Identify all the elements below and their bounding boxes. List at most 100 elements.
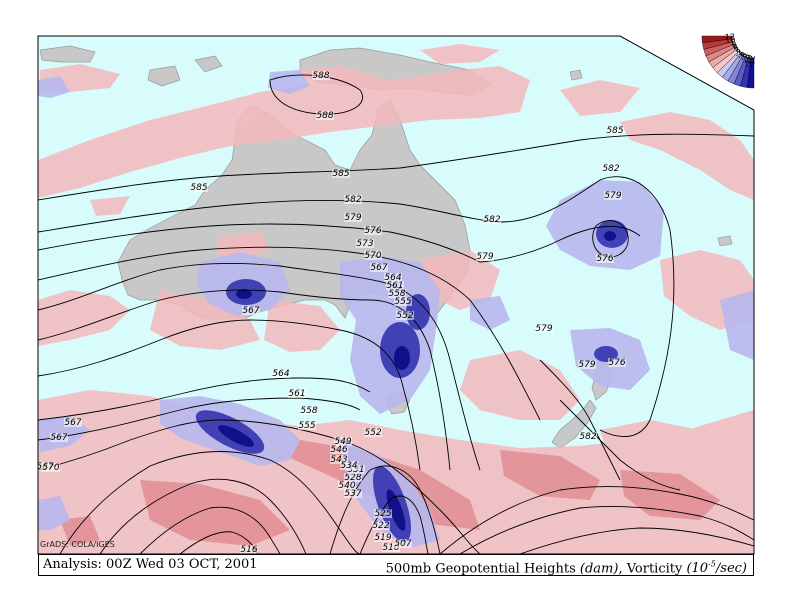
contour-label-bg xyxy=(388,289,406,298)
colorbar-label: 10 xyxy=(724,35,736,46)
contour-label: 546 xyxy=(330,445,347,455)
contour-label-bg xyxy=(384,273,402,282)
contour-label: 567 xyxy=(64,418,81,428)
contour-label: 570 xyxy=(42,463,59,473)
contour-label: 534 xyxy=(340,461,357,471)
contour-label: 579 xyxy=(604,191,621,201)
contour-label-bg xyxy=(344,489,362,498)
contour-label: 588 xyxy=(312,71,329,81)
contour-label-bg xyxy=(602,164,620,173)
contour-label: 564 xyxy=(272,369,289,379)
contour-label-bg xyxy=(372,521,390,530)
contour-labels: 5885885855855855825825825795795795795795… xyxy=(38,71,626,554)
contour-label-bg xyxy=(312,71,330,80)
contour-label-bg xyxy=(272,369,290,378)
field-unit: (dam) xyxy=(579,561,619,577)
contour-label-bg xyxy=(394,539,412,548)
contour-label-bg xyxy=(316,111,334,120)
colorbar-label: -4 xyxy=(735,49,747,61)
colorbar-label: -2 xyxy=(732,47,744,59)
contour-label-bg xyxy=(298,421,316,430)
contour-label-bg xyxy=(330,445,348,454)
contour-label-bg xyxy=(240,545,258,554)
contour-label: 552 xyxy=(396,311,413,321)
contour-label: 510 xyxy=(382,543,399,553)
grads-credit: GrADS: COLA/IGES xyxy=(40,540,115,549)
contour-label-bg xyxy=(334,437,352,446)
contour-label: 558 xyxy=(300,406,317,416)
contour-label: 579 xyxy=(344,213,361,223)
contour-label: 588 xyxy=(316,111,333,121)
colorbar-label: 12 xyxy=(725,32,736,42)
contour-label: 528 xyxy=(344,473,361,483)
indonesia-island-2 xyxy=(147,65,181,87)
negative-vorticity-core xyxy=(218,231,616,531)
island-east xyxy=(717,235,733,247)
contour-label: 567 xyxy=(370,263,387,273)
contour-label-bg xyxy=(386,281,404,290)
indonesia-island-3 xyxy=(194,55,223,73)
contour-label: 537 xyxy=(344,489,361,499)
contour-label: 507 xyxy=(394,539,411,549)
colorbar-label: -6 xyxy=(738,51,750,62)
contour-label-bg xyxy=(364,226,382,235)
contour-label-bg xyxy=(535,324,553,333)
contour-label: 549 xyxy=(334,437,351,447)
contour-label-bg xyxy=(190,183,208,192)
map-frame xyxy=(37,35,755,555)
vorticity-unit: (10-5/sec) xyxy=(686,560,747,577)
colorbar-label: 2 xyxy=(733,45,743,55)
contour-label-bg xyxy=(606,126,624,135)
contour-label: 519 xyxy=(374,533,391,543)
height-contours xyxy=(38,74,754,554)
contour-label-bg xyxy=(604,191,622,200)
contour-label-bg xyxy=(330,455,348,464)
contour-label: 543 xyxy=(330,455,347,465)
contour-label-bg xyxy=(394,297,412,306)
contour-label: 582 xyxy=(602,164,619,174)
contour-label-bg xyxy=(300,406,318,415)
contour-label-bg xyxy=(50,433,68,442)
contour-label-bg xyxy=(242,306,260,315)
contour-label-bg xyxy=(364,428,382,437)
field-sep: , Vorticity xyxy=(618,561,683,577)
island-small xyxy=(569,69,583,81)
contour-label: 573 xyxy=(356,239,373,249)
colorbar-swatch xyxy=(746,57,755,89)
contour-label: 576 xyxy=(608,358,625,368)
contour-label-bg xyxy=(64,418,82,427)
contour-label-bg xyxy=(396,311,414,320)
contour-label-bg xyxy=(356,239,374,248)
contour-label: 555 xyxy=(394,297,411,307)
contour-label-bg xyxy=(364,251,382,260)
contour-label: 561 xyxy=(386,281,403,291)
contour-label: 579 xyxy=(535,324,552,334)
contour-label-bg xyxy=(578,360,596,369)
contour-label-bg xyxy=(344,195,362,204)
contour-label-bg xyxy=(344,473,362,482)
contour-label-bg xyxy=(476,252,494,261)
contour-label-bg xyxy=(596,254,614,263)
contour-label-bg xyxy=(338,481,356,490)
colorbar-label: 4 xyxy=(731,42,740,52)
contour-label-bg xyxy=(579,432,597,441)
contour-label-bg xyxy=(382,543,400,552)
contour-label-bg xyxy=(370,263,388,272)
colorbar-label: -10 xyxy=(743,54,754,69)
contour-label: 525 xyxy=(374,509,391,519)
map-plot-area: 5885885855855855825825825795795795795795… xyxy=(38,36,754,554)
contour-label: 576 xyxy=(596,254,613,264)
contour-label: 582 xyxy=(483,215,500,225)
colorbar-label: 6 xyxy=(730,40,739,50)
contour-label-bg xyxy=(344,213,362,222)
contour-label: 585 xyxy=(606,126,623,136)
contour-label: 558 xyxy=(388,289,405,299)
contour-label: 552 xyxy=(364,428,381,438)
contour-label: 555 xyxy=(298,421,315,431)
contour-label-bg xyxy=(374,533,392,542)
colorbar-label: 8 xyxy=(730,37,738,47)
indonesia-island-1 xyxy=(39,45,96,63)
contour-label-bg xyxy=(483,215,501,224)
contour-label: 582 xyxy=(344,195,361,205)
contour-label-bg xyxy=(374,509,392,518)
